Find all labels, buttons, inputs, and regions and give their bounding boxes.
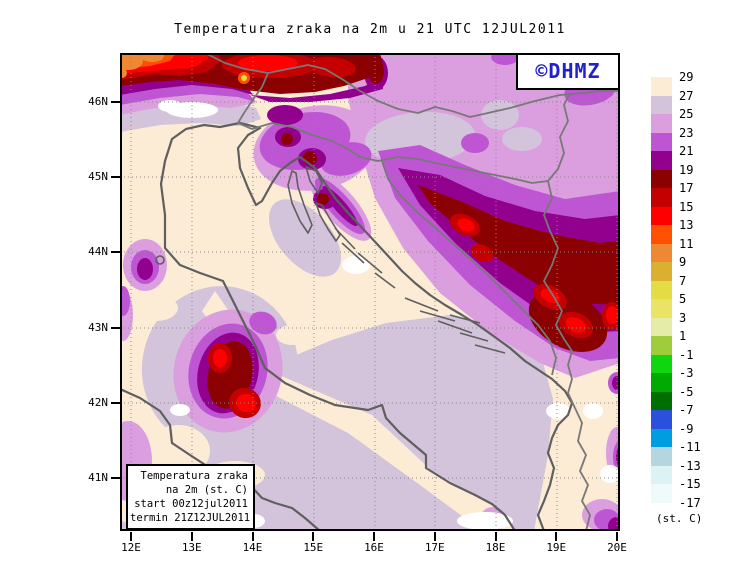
legend-swatch [651, 317, 672, 336]
lat-tick-mark [111, 176, 120, 179]
legend-swatch [651, 410, 672, 429]
lon-tick-mark [130, 532, 132, 541]
info-line-3: start 00z12jul2011 [134, 498, 248, 510]
legend-value: 15 [679, 199, 694, 214]
legend-value: -9 [679, 421, 694, 436]
legend-value: 21 [679, 144, 694, 158]
legend-swatch [651, 77, 672, 96]
legend-value: -5 [679, 384, 694, 399]
legend-value: 17 [679, 181, 694, 195]
map-area [120, 53, 620, 531]
lat-tick-mark [111, 326, 120, 329]
legend-swatch [651, 336, 672, 355]
legend-value: 27 [679, 88, 694, 103]
lon-tick-label: 16E [364, 541, 384, 554]
page-title: Temperatura zraka na 2m u 21 UTC 12JUL20… [174, 22, 566, 37]
info-line-1: Temperatura zraka [140, 470, 248, 482]
dhmz-logo-text: ©DHMZ [535, 59, 601, 83]
legend-swatch [651, 169, 672, 188]
legend-swatch [651, 188, 672, 207]
islands [155, 166, 506, 354]
lon-tick-label: 20E [607, 541, 627, 554]
legend-value: 1 [679, 329, 687, 343]
forecast-info-box: Temperatura zraka na 2m (st. C) start 00… [126, 464, 255, 530]
legend-swatch [651, 299, 672, 318]
legend-value: -15 [679, 477, 701, 491]
lon-tick-mark [373, 532, 375, 541]
lat-tick-label: 45N [88, 170, 108, 184]
legend-swatch [651, 428, 672, 447]
legend-swatch [651, 225, 672, 244]
lon-tick-label: 15E [303, 541, 324, 554]
legend-swatch [651, 354, 672, 373]
temperature-map [120, 53, 620, 531]
legend-value: 3 [679, 310, 687, 325]
legend-swatch [651, 280, 672, 299]
legend-value: -3 [679, 366, 694, 380]
lat-tick-mark [111, 251, 120, 254]
lon-tick-mark [555, 532, 558, 541]
lon-tick-mark [616, 532, 618, 541]
lon-tick-mark [190, 532, 193, 541]
lon-tick-label: 19E [546, 541, 567, 554]
legend-swatch [651, 262, 672, 281]
legend-swatch [651, 243, 672, 262]
lat-tick-mark [111, 401, 120, 404]
dhmz-logo: ©DHMZ [516, 53, 620, 90]
lat-tick-label: 42N [88, 395, 108, 409]
lon-tick-mark [433, 532, 436, 541]
lat-tick-label: 44N [88, 245, 108, 259]
lat-tick-mark [111, 477, 120, 479]
lon-tick-mark [312, 532, 315, 541]
lon-tick-mark [251, 532, 254, 541]
map-frame [120, 53, 620, 531]
lon-tick-label: 12E [121, 541, 141, 554]
lat-tick-label: 46N [88, 95, 108, 108]
legend-unit-label: (st. C) [656, 512, 703, 525]
lon-tick-label: 18E [485, 541, 506, 554]
legend-swatch [651, 373, 672, 392]
legend-value: 19 [679, 162, 694, 177]
legend-swatch [651, 465, 672, 484]
legend-swatch [651, 151, 672, 170]
legend-swatch [651, 95, 672, 114]
legend-value: 29 [679, 70, 694, 84]
legend-value: -17 [679, 495, 701, 510]
lat-tick-mark [111, 101, 120, 103]
lon-tick-label: 14E [242, 541, 263, 554]
legend-value: -1 [679, 347, 694, 362]
legend-value: 25 [679, 107, 694, 121]
legend-value: 11 [679, 236, 694, 251]
legend-value: 7 [679, 273, 687, 288]
legend-swatch [651, 114, 672, 133]
legend-value: -11 [679, 440, 701, 454]
lat-tick-label: 41N [88, 471, 108, 484]
legend-value: 5 [679, 292, 687, 306]
legend-swatch [651, 391, 672, 410]
legend-swatch [651, 484, 672, 503]
lon-tick-label: 17E [424, 541, 445, 554]
legend-value: -7 [679, 403, 694, 417]
lon-tick-mark [494, 532, 497, 541]
legend-swatch [651, 206, 672, 225]
legend-value: 13 [679, 218, 694, 232]
legend-value: -13 [679, 458, 701, 473]
info-line-4: termin 21Z12JUL2011 [130, 512, 251, 524]
legend-value: 23 [679, 125, 694, 140]
country-borders [204, 53, 620, 531]
lon-tick-label: 13E [181, 541, 202, 554]
lat-tick-label: 43N [88, 320, 108, 334]
legend-value: 9 [679, 255, 687, 269]
legend-swatch [651, 132, 672, 151]
info-line-2: na 2m (st. C) [165, 484, 248, 496]
legend-swatch [651, 447, 672, 466]
